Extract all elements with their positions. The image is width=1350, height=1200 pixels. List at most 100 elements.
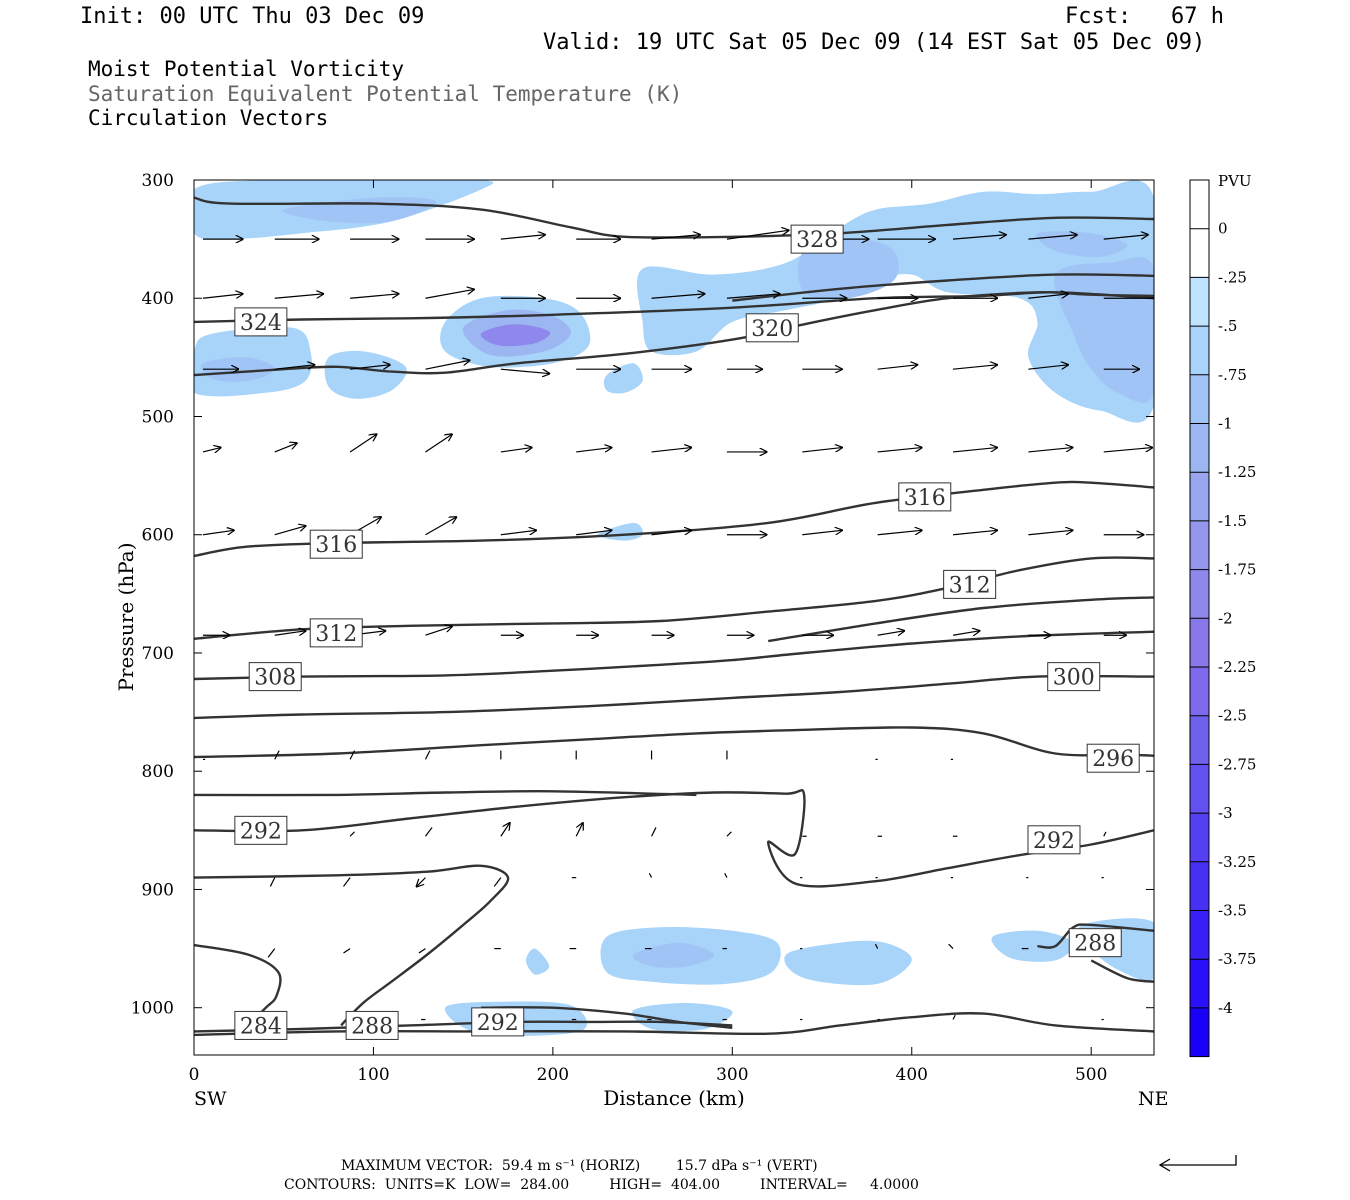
pv-region: [636, 180, 1154, 423]
contour-label: 292: [477, 1011, 519, 1036]
reference-vector: [1158, 1155, 1237, 1172]
colorbar-label: -1.5: [1218, 512, 1247, 530]
colorbar-swatch: [1190, 959, 1209, 1008]
colorbar-swatch: [1190, 423, 1209, 473]
max-vector-note: MAXIMUM VECTOR: 59.4 m s⁻¹ (HORIZ) 15.7 …: [341, 1158, 818, 1174]
colorbar-label: -3: [1218, 804, 1233, 822]
colorbar-label: -2.75: [1218, 755, 1256, 773]
circulation-vector: [349, 434, 376, 453]
contour-label-box: [1047, 662, 1101, 692]
pv-region: [324, 350, 407, 399]
circulation-vector: [425, 434, 451, 453]
forecast-hour: Fcst: 67 h: [1065, 4, 1224, 29]
circulation-vector: [1028, 235, 1076, 240]
circulation-vector: [802, 448, 842, 453]
colorbar-label: -1.25: [1218, 463, 1256, 481]
x-axis-right-end-label: NE: [1138, 1088, 1169, 1110]
colorbar-label: -3.5: [1218, 902, 1247, 920]
x-tick-label: 500: [1075, 1065, 1107, 1085]
circulation-vector: [425, 626, 451, 636]
circulation-vector: [726, 294, 780, 299]
circulation-vector: [274, 294, 323, 299]
circulation-vector: [877, 631, 904, 635]
y-tick-label: 700: [142, 644, 174, 664]
circulation-vector: [1028, 448, 1072, 453]
theta-contour: [194, 674, 1154, 720]
colorbar-label: -1: [1218, 415, 1233, 433]
x-tick-label: 400: [896, 1065, 928, 1085]
colorbar-swatch: [1190, 861, 1209, 911]
colorbar-swatch: [1190, 520, 1209, 570]
theta-contour: [194, 789, 1154, 888]
field-title-theta: Saturation Equivalent Potential Temperat…: [88, 82, 683, 106]
contour-label-box: [309, 618, 363, 648]
contour-label: 292: [1033, 829, 1075, 854]
circulation-vector: [202, 294, 243, 299]
theta-contour: [194, 864, 510, 1027]
y-tick-label: 1000: [131, 999, 174, 1019]
circulation-vector: [1103, 831, 1107, 837]
y-tick-label: 400: [142, 289, 174, 309]
contour-label-box: [471, 1007, 525, 1037]
contour-label-box: [234, 815, 288, 845]
pv-region: [784, 940, 912, 986]
circulation-vector: [952, 365, 997, 370]
circulation-vector: [500, 448, 532, 453]
contour-label: 312: [949, 573, 991, 598]
circulation-vector: [269, 877, 276, 887]
contour-label-box: [898, 482, 952, 512]
y-tick-label: 800: [142, 762, 174, 782]
circulation-vector: [651, 827, 657, 837]
circulation-vector: [425, 289, 473, 299]
theta-contour: [194, 726, 1154, 759]
circulation-vector: [417, 877, 426, 887]
colorbar-label: -1.75: [1218, 561, 1256, 579]
contour-label: 316: [904, 486, 946, 511]
colorbar-label: -2.25: [1218, 658, 1256, 676]
contour-label: 300: [1053, 666, 1095, 691]
circulation-vector: [1103, 448, 1152, 453]
circulation-vector: [648, 872, 653, 878]
circulation-vector: [202, 530, 234, 536]
theta-contour: [194, 790, 697, 797]
contour-label-box: [248, 662, 302, 692]
circulation-vector: [274, 365, 315, 370]
circulation-vector: [425, 360, 469, 370]
contour-label: 324: [240, 311, 282, 336]
circulation-vector: [877, 448, 922, 453]
contour-label: 284: [240, 1014, 282, 1039]
contour-label-box: [345, 1010, 399, 1040]
contour-labels: 324 328 320 316 316 312 312 308 300 296 292 292 288 2…: [234, 224, 1140, 1040]
field-title-vectors: Circulation Vectors: [88, 106, 329, 130]
circulation-vector: [425, 517, 456, 536]
circulation-vector: [349, 750, 356, 760]
init-time: Init: 00 UTC Thu 03 Dec 09: [80, 4, 425, 29]
colorbar-label: -.75: [1218, 366, 1247, 384]
contour-label-box: [1068, 928, 1122, 958]
circulation-vector: [343, 948, 351, 954]
circulation-vector: [724, 872, 728, 878]
theta-contour: [768, 596, 1154, 643]
circulation-vector: [948, 943, 954, 950]
theta-contours: [194, 196, 1154, 1037]
pv-shading: [194, 180, 1154, 1036]
contour-label-box: [790, 224, 844, 254]
pv-region: [1035, 231, 1128, 258]
colorbar-swatch: [1190, 667, 1209, 716]
pv-colorbar: PVU 0 -.25 -.5 -.75 -1 -1.25 -1.5 -1.75 -2 -2.25 -2…: [1189, 172, 1256, 1058]
circulation-vectors: [202, 230, 1154, 1021]
contour-label: 292: [240, 819, 282, 844]
field-title-mpv: Moist Potential Vorticity: [88, 57, 405, 81]
colorbar-label: -2: [1218, 609, 1233, 627]
circulation-vector: [1028, 365, 1068, 370]
plot-frame: [193, 179, 1155, 1056]
colorbar-swatch: [1190, 228, 1209, 278]
contour-label-box: [1086, 743, 1140, 773]
circulation-vector: [802, 530, 842, 536]
circulation-vector: [202, 448, 221, 452]
contour-label: 312: [315, 622, 357, 647]
circulation-vector: [877, 365, 918, 370]
contour-label: 288: [1074, 932, 1116, 957]
colorbar-swatch: [1190, 326, 1209, 375]
